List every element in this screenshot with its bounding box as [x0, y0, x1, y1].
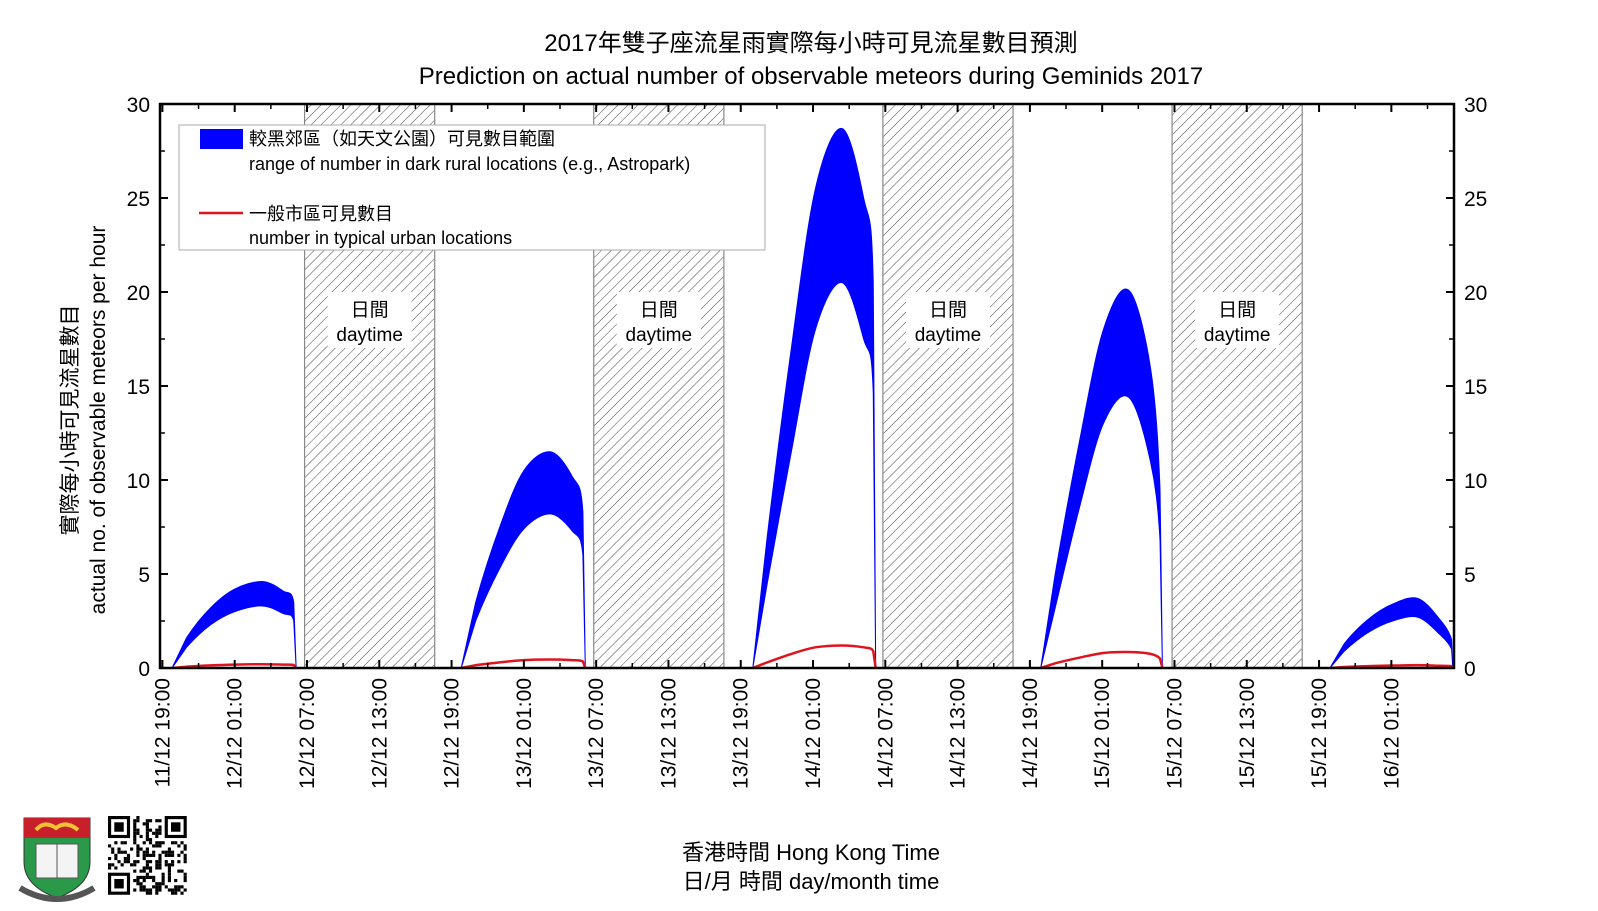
y-tick-label: 0 [138, 658, 150, 681]
x-tick-label: 12/12 13:00 [368, 678, 391, 789]
chart-subtitle: Prediction on actual number of observabl… [419, 63, 1203, 90]
daytime-label-zh: 日間 [929, 300, 967, 321]
urban-line [460, 658, 587, 668]
daytime-label-bg [616, 292, 701, 348]
y-tick-label: 30 [127, 94, 150, 117]
x-tick-label: 12/12 01:00 [224, 678, 247, 789]
legend-urban-zh: 一般市區可見數目 [249, 204, 393, 224]
y-tick-label: 10 [127, 470, 150, 493]
x-tick-label: 15/12 19:00 [1308, 678, 1331, 789]
x-tick-label: 13/12 19:00 [730, 678, 753, 789]
legend-rural-en: range of number in dark rural locations … [249, 154, 690, 174]
y-tick-label-right: 30 [1464, 94, 1487, 117]
legend-rural-zh: 較黑郊區（如天文公園）可見數目範圍 [249, 129, 555, 149]
urban-lines [171, 644, 1454, 668]
qr-code [108, 816, 187, 895]
daytime-hatch [882, 103, 1014, 669]
daytime-label-zh: 日間 [640, 300, 678, 321]
rural-range-area [752, 127, 877, 668]
x-tick-label: 14/12 13:00 [947, 678, 970, 789]
daytime-label: daytime [915, 325, 982, 346]
y-tick-label-right: 25 [1464, 188, 1487, 211]
urban-line [171, 662, 298, 668]
y-tick-label: 20 [127, 282, 150, 305]
x-tick-label: 14/12 07:00 [874, 678, 897, 789]
x-tick-label: 15/12 07:00 [1163, 678, 1186, 789]
x-tick-label: 12/12 07:00 [296, 678, 319, 789]
x-tick-label: 14/12 01:00 [802, 678, 825, 789]
legend-swatch-rural [200, 129, 243, 149]
urban-line [1040, 650, 1164, 668]
chart-title: 2017年雙子座流星雨實際每小時可見流星數目預測 [544, 30, 1077, 57]
rural-range-area [1329, 597, 1454, 668]
daytime-label-bg [1195, 292, 1280, 348]
y-tick-label-right: 10 [1464, 470, 1487, 493]
rural-range-area [171, 581, 297, 668]
daytime-label: daytime [1204, 325, 1271, 346]
rural-range-area [1040, 288, 1163, 668]
x-tick-label: 13/12 07:00 [585, 678, 608, 789]
x-tick-label: 11/12 19:00 [151, 678, 174, 787]
x-axis-sublabel: 日/月 時間 day/month time [683, 869, 940, 894]
x-tick-label: 13/12 01:00 [513, 678, 536, 789]
daytime-hatch [1171, 103, 1303, 669]
university-logo [18, 817, 96, 902]
x-tick-label: 16/12 01:00 [1380, 678, 1403, 789]
legend-urban-en: number in typical urban locations [249, 228, 512, 248]
rural-range-area [460, 451, 586, 668]
y-tick-label: 15 [127, 376, 150, 399]
daytime-label-zh: 日間 [351, 300, 389, 321]
y-tick-label-right: 15 [1464, 376, 1487, 399]
x-tick-label: 15/12 01:00 [1091, 678, 1114, 789]
daytime-label: daytime [336, 325, 403, 346]
plot-frame [158, 102, 1456, 670]
y-axis-label-zh: 實際每小時可見流星數目 [59, 305, 82, 536]
daytime-label-zh: 日間 [1218, 300, 1256, 321]
y-tick-label-right: 20 [1464, 282, 1487, 305]
daytime-band: 日間 daytime [1171, 103, 1303, 669]
daytime-label: daytime [626, 325, 693, 346]
x-tick-label: 14/12 19:00 [1019, 678, 1042, 789]
urban-line [752, 644, 877, 668]
daytime-label-bg [327, 292, 412, 348]
x-tick-label: 13/12 13:00 [657, 678, 680, 789]
x-tick-label: 15/12 13:00 [1236, 678, 1259, 789]
y-tick-label: 25 [127, 188, 150, 211]
y-tick-label-right: 5 [1464, 564, 1476, 587]
daytime-band: 日間 daytime [882, 103, 1014, 669]
x-tick-label: 12/12 19:00 [441, 678, 464, 789]
legend: 較黑郊區（如天文公園）可見數目範圍 range of number in dar… [178, 124, 766, 251]
x-axis-label: 香港時間 Hong Kong Time [682, 840, 940, 865]
y-axis-label: actual no. of observable meteors per hou… [87, 226, 110, 615]
y-tick-label: 5 [138, 564, 150, 587]
y-tick-label-right: 0 [1464, 658, 1476, 681]
daytime-label-bg [905, 292, 990, 348]
axis-ticks: 0 0 5 5 10 10 15 15 20 20 25 25 30 30 11/12 19:00 12/12… [127, 94, 1488, 789]
